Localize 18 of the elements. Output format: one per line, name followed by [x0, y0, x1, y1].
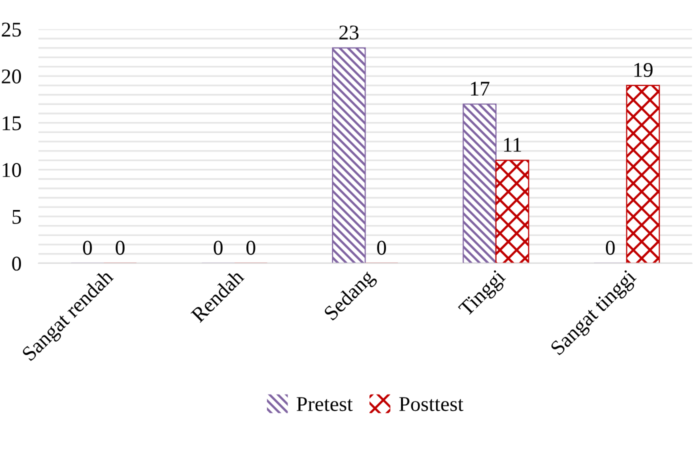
data-label: 0: [214, 240, 223, 255]
data-label: 19: [634, 63, 653, 78]
data-label: 0: [246, 240, 256, 255]
y-tick-label: 20: [2, 69, 21, 84]
data-label: 11: [504, 138, 522, 152]
y-tick-label: 5: [12, 210, 21, 224]
y-tick-label: 25: [2, 22, 21, 37]
y-tick-label: 10: [2, 163, 21, 178]
y-tick-label: 15: [2, 116, 21, 130]
y-tick-label: 0: [12, 256, 21, 271]
data-label: 0: [116, 240, 125, 255]
legend-label: Posttest: [399, 397, 464, 412]
data-label: 0: [377, 240, 386, 255]
data-label: 0: [606, 240, 615, 255]
data-label: 23: [339, 26, 358, 40]
data-label: 17: [471, 82, 490, 96]
data-label: 0: [83, 240, 92, 255]
legend-label: Pretest: [296, 397, 353, 412]
